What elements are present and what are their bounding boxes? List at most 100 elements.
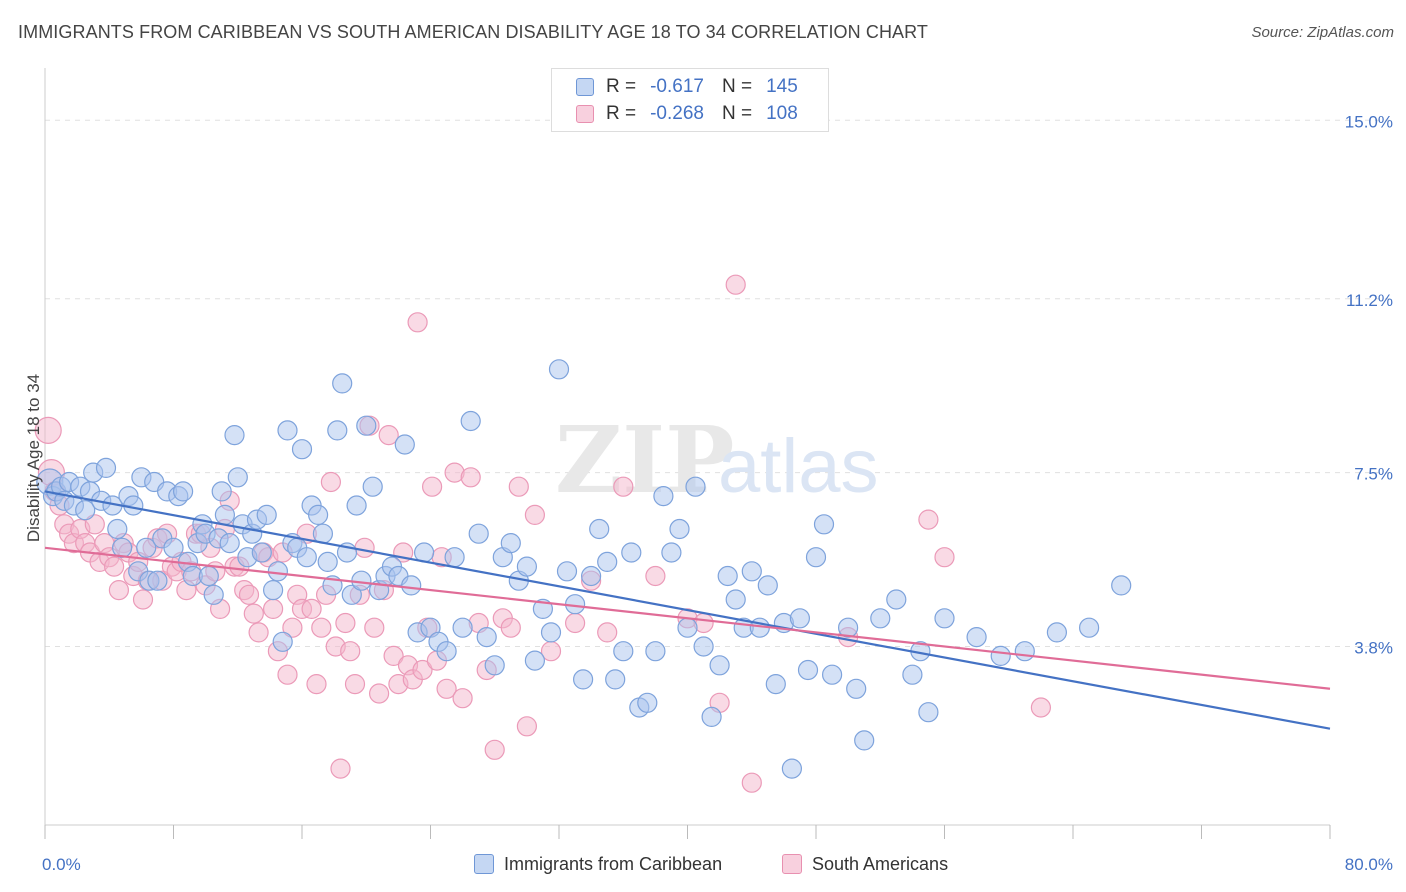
legend-item-caribbean: Immigrants from Caribbean [474, 852, 722, 876]
x-tick-label: 0.0% [42, 855, 81, 874]
data-point [282, 617, 303, 638]
legend-swatch-blue [576, 78, 594, 96]
data-point [362, 476, 383, 497]
data-point [637, 692, 658, 713]
data-point [460, 410, 481, 432]
data-point [725, 589, 746, 610]
legend-row-caribbean: R = -0.617 N = 145 [576, 75, 798, 99]
data-point [444, 547, 465, 568]
data-point [173, 481, 194, 502]
data-point [306, 673, 327, 695]
data-point [797, 659, 819, 681]
data-point [605, 669, 626, 690]
data-point [693, 636, 714, 657]
data-point [621, 542, 642, 563]
legend-r-label: R = [606, 76, 637, 97]
data-point [412, 659, 433, 681]
data-point [1111, 575, 1132, 596]
data-point [572, 669, 594, 690]
legend-n-label: N = [721, 103, 753, 124]
data-point [103, 556, 125, 577]
data-point [335, 612, 356, 634]
data-point [669, 518, 690, 540]
data-point [312, 523, 333, 544]
stats-legend: R = -0.617 N = 145 R = -0.268 N = 108 [551, 68, 829, 132]
data-point [556, 561, 578, 582]
trend-line [44, 546, 1331, 690]
data-point [548, 359, 570, 380]
data-point [327, 420, 348, 441]
data-point [484, 739, 505, 760]
data-point [934, 608, 955, 629]
data-point [248, 622, 269, 643]
data-point [263, 598, 284, 620]
data-point [378, 425, 399, 446]
data-point [821, 664, 843, 685]
data-point [132, 589, 154, 610]
data-point [238, 584, 260, 605]
data-point [1030, 697, 1052, 718]
data-point [500, 617, 521, 638]
data-point [211, 481, 232, 502]
x-tick-label: 80.0% [1345, 855, 1393, 874]
data-point [95, 457, 117, 478]
legend-n-value: 108 [766, 103, 798, 124]
data-point [136, 537, 157, 558]
data-point [75, 500, 96, 521]
axes [44, 68, 1331, 839]
data-point [277, 664, 298, 685]
legend-r-value: -0.617 [650, 76, 704, 97]
data-point [645, 565, 666, 587]
data-point [452, 617, 473, 638]
data-point [277, 420, 298, 441]
watermark-atlas: atlas [718, 424, 879, 509]
y-tick-label: 7.5% [1354, 465, 1393, 484]
data-point [789, 608, 811, 629]
data-point [966, 626, 987, 648]
data-point [613, 641, 634, 662]
data-point [107, 518, 128, 540]
data-point [677, 617, 698, 638]
data-point [500, 532, 521, 554]
data-point [436, 678, 457, 699]
data-point [407, 312, 428, 333]
data-point [516, 716, 538, 737]
data-point [524, 504, 546, 526]
data-point [934, 547, 955, 568]
data-point [330, 758, 351, 779]
data-point [224, 425, 245, 446]
data-point [84, 514, 105, 535]
data-point [341, 584, 362, 605]
data-point [886, 589, 907, 610]
data-point [340, 641, 361, 662]
data-point [147, 570, 168, 591]
data-point [540, 622, 562, 643]
data-point [741, 561, 762, 582]
tick-labels: 3.8% 7.5% 11.2% 15.0% 0.0% 80.0% [42, 112, 1393, 874]
data-point [508, 476, 529, 497]
data-point [484, 655, 505, 676]
data-point [308, 504, 329, 526]
data-point [383, 645, 404, 667]
data-point [436, 641, 457, 662]
data-point [243, 603, 264, 624]
legend-swatch-blue [474, 854, 494, 874]
data-point [108, 579, 130, 601]
legend-n-label: N = [721, 76, 753, 97]
data-point [613, 476, 634, 497]
data-point [846, 678, 867, 699]
data-point [356, 415, 377, 436]
y-tick-label: 3.8% [1354, 638, 1393, 657]
data-point [203, 584, 224, 605]
y-axis-label: Disability Age 18 to 34 [24, 373, 43, 543]
legend-swatch-pink [782, 854, 802, 874]
data-point [990, 645, 1011, 667]
data-point [741, 772, 762, 793]
watermark-zip: ZIP [555, 406, 734, 514]
data-point [198, 565, 219, 587]
data-point [460, 467, 481, 488]
data-point [854, 730, 875, 751]
chart-source: Source: ZipAtlas.com [1251, 24, 1394, 41]
data-point [369, 683, 390, 704]
